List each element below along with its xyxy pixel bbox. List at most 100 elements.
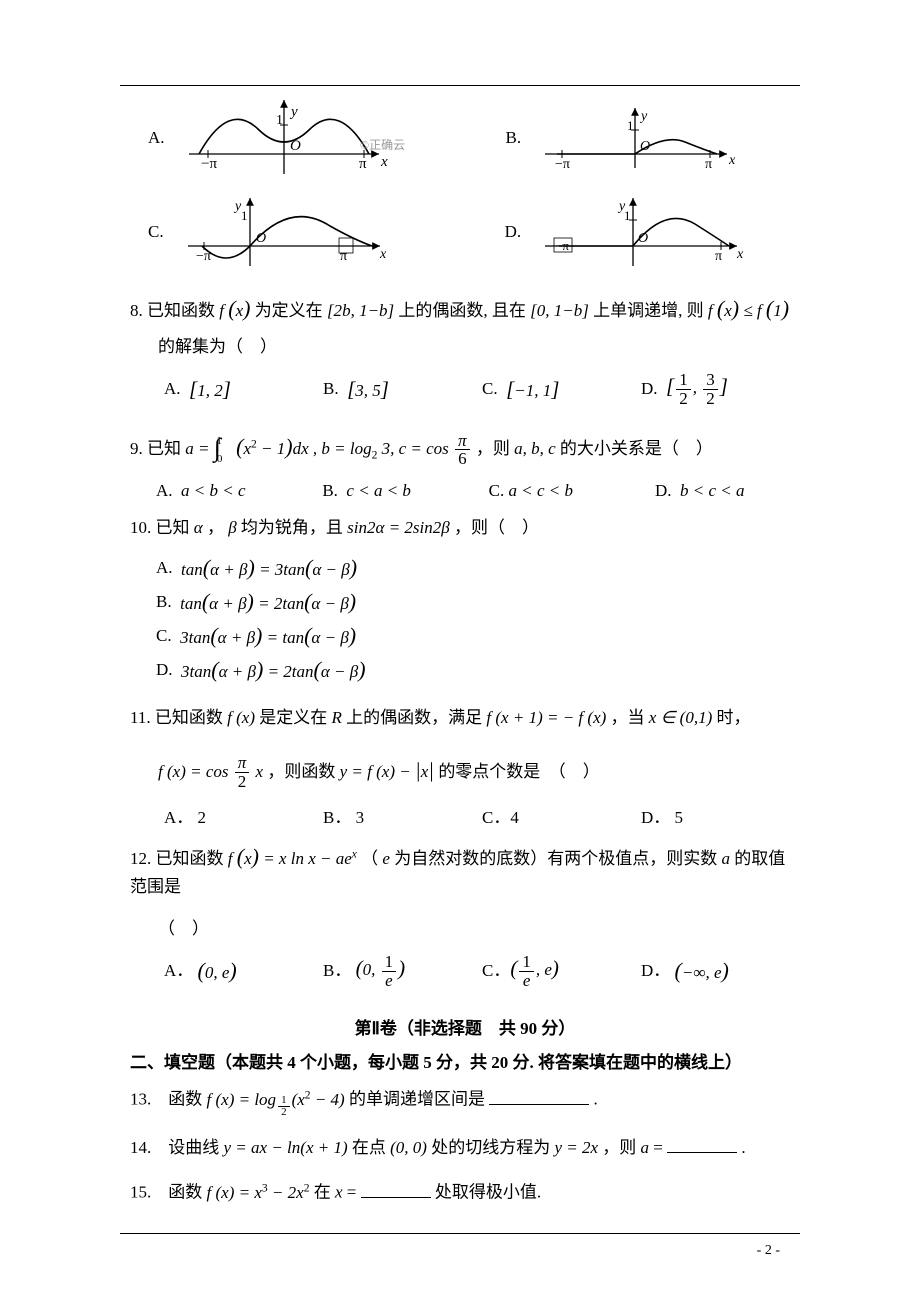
q10-options: A. tan(α + β) = 3tan(α − β) B. tan(α + β…: [156, 551, 800, 687]
q10-opt-A: A. tan(α + β) = 3tan(α − β): [156, 551, 496, 585]
blank-14: [667, 1135, 737, 1153]
q11-opt-C: C．4: [482, 805, 641, 831]
blank-15: [361, 1180, 431, 1198]
q12-paren: （ ）: [158, 916, 800, 942]
q9-opt-C: C. a < c < b: [489, 478, 655, 504]
svg-text:O: O: [290, 138, 301, 154]
q15-t1: 15. 函数: [130, 1183, 207, 1202]
question-10: 10. 已知 α ， β 均为锐角，且 sin2α = 2sin2β ，则（ ）…: [130, 515, 800, 688]
svg-text:O: O: [638, 231, 648, 246]
q7-option-C: C. O y 1 x −π π: [148, 190, 390, 274]
q9-abc: a, b, c: [514, 439, 556, 458]
q10-t2: ，: [207, 518, 224, 537]
q11-opt-A: A． 2: [164, 805, 323, 831]
q7-option-D: D. O y 1 x −π π: [505, 190, 748, 274]
svg-text:1: 1: [276, 113, 283, 128]
q10-t1: 10. 已知: [130, 518, 194, 537]
q12-options: A． (0, e) B． (0, 1e) C．(1e, e) D． (−∞, e…: [164, 952, 800, 989]
q9-b: , b = log2 3, c = cos: [313, 439, 449, 458]
q7-option-B: B. O y 1 x −π π: [506, 98, 738, 178]
question-13: 13. 函数 f (x) = log12(x2 − 4) 的单调递增区间是 .: [130, 1086, 800, 1118]
q12-fx: f (x) = x ln x − aex: [228, 849, 357, 868]
q9-t1: 9. 已知: [130, 439, 185, 458]
q8-opt-B: B. [3, 5]: [323, 370, 482, 407]
q15-t3: =: [347, 1183, 357, 1202]
svg-text:x: x: [728, 153, 736, 168]
q11-line2: f (x) = cos π2 x ，则函数 y = f (x) − |x| 的零…: [158, 754, 800, 791]
q10-alpha: α: [194, 518, 203, 537]
q11-opt-B: B． 3: [323, 805, 482, 831]
q11-t2: 是定义在: [259, 708, 331, 727]
q12-opt-B: B． (0, 1e): [323, 952, 482, 989]
q11-t3: 上的偶函数，满足: [346, 708, 486, 727]
q12-opt-A: A． (0, e): [164, 952, 323, 989]
q11-R: R: [332, 708, 342, 727]
top-rule: [120, 85, 800, 86]
graph-D: O y 1 x −π π: [537, 190, 747, 274]
svg-text:π: π: [705, 157, 712, 172]
q9-opt-A: A. a < b < c: [156, 478, 322, 504]
q8-fx: f (x): [219, 301, 250, 320]
section2-sub: 二、填空题（本题共 4 个小题，每小题 5 分，共 20 分. 将答案填在题中的…: [130, 1050, 800, 1076]
svg-text:−π: −π: [201, 156, 217, 172]
blank-13: [489, 1087, 589, 1105]
q13-t2: 的单调递增区间是: [349, 1090, 485, 1109]
q10-eq: sin2α = 2sin2β: [347, 518, 450, 537]
q8-opt-C: C. [−1, 1]: [482, 370, 641, 407]
svg-text:O: O: [640, 139, 650, 154]
exam-page: ©正确云 A. O y 1 x −π π B.: [0, 0, 920, 1302]
question-12: 12. 已知函数 f (x) = x ln x − aex （ e 为自然对数的…: [130, 840, 800, 990]
page-number: - 2 -: [757, 1240, 780, 1262]
q15-t4: 处取得极小值.: [435, 1183, 541, 1202]
svg-text:1: 1: [624, 208, 631, 223]
q7-row2: C. O y 1 x −π π D. O y: [148, 190, 800, 274]
question-15: 15. 函数 f (x) = x3 − 2x2 在 x = 处取得极小值.: [130, 1179, 800, 1206]
q9-t3: 的大小关系是（ ）: [560, 439, 713, 458]
svg-text:π: π: [359, 156, 367, 172]
q11-l2c: 的零点个数是 （ ）: [438, 762, 600, 781]
q10-beta: β: [228, 518, 241, 537]
q14-a: a: [641, 1138, 650, 1157]
section2-title: 第Ⅱ卷（非选择题 共 90 分）: [130, 1016, 800, 1042]
q11-eq1: f (x + 1) = − f (x): [486, 708, 606, 727]
q12-t1: 12. 已知函数: [130, 849, 228, 868]
q15-fx: f (x) = x3 − 2x2: [207, 1183, 310, 1202]
q14-tan: y = 2x: [554, 1138, 598, 1157]
q11-t4: ，当: [611, 708, 649, 727]
q14-t1: 14. 设曲线: [130, 1138, 224, 1157]
svg-text:x: x: [380, 154, 388, 170]
q9-opt-D: D. b < c < a: [655, 478, 800, 504]
q10-opt-D: D. 3tan(α + β) = 2tan(α − β): [156, 653, 466, 687]
q12-e: e: [382, 849, 390, 868]
q11-l2b: ，则函数: [267, 762, 339, 781]
q14-y: y = ax − ln(x + 1): [224, 1138, 348, 1157]
q8-t2: 为定义在: [255, 301, 327, 320]
svg-text:−π: −π: [555, 238, 569, 253]
svg-text:O: O: [256, 231, 266, 246]
svg-text:x: x: [736, 247, 744, 262]
question-8: 8. 已知函数 f (x) 为定义在 [2b, 1−b] 上的偶函数, 且在 […: [130, 292, 800, 408]
q7-option-A: A. O y 1 x −π π: [148, 92, 391, 184]
q8-t1: 8. 已知函数: [130, 301, 219, 320]
q14-t5: =: [653, 1138, 663, 1157]
q9-t2: ，则: [476, 439, 514, 458]
q8-options: A. [1, 2] B. [3, 5] C. [−1, 1] D. [12, 3…: [164, 370, 800, 407]
q13-fx: f (x) = log12(x2 − 4): [207, 1090, 345, 1109]
svg-text:π: π: [340, 249, 347, 264]
q14-t3: 处的切线方程为: [431, 1138, 554, 1157]
q14-t6: .: [741, 1138, 745, 1157]
graph-B: O y 1 x −π π: [537, 98, 737, 178]
svg-text:y: y: [289, 104, 298, 120]
q10-t4: ，则（ ）: [454, 518, 539, 537]
bottom-rule: [120, 1233, 800, 1234]
q12-opt-C: C．(1e, e): [482, 952, 641, 989]
q9-options: A. a < b < c B. c < a < b C. a < c < b D…: [156, 478, 800, 504]
option-label-D: D.: [505, 219, 522, 245]
q12-a: a: [721, 849, 730, 868]
q14-pt: (0, 0): [390, 1138, 427, 1157]
q11-t5: 时，: [716, 708, 750, 727]
q12-opt-D: D． (−∞, e): [641, 952, 800, 989]
q14-t2: 在点: [352, 1138, 390, 1157]
q8-opt-D: D. [12, 32]: [641, 370, 800, 407]
q8-int1: [2b, 1−b]: [327, 301, 394, 320]
